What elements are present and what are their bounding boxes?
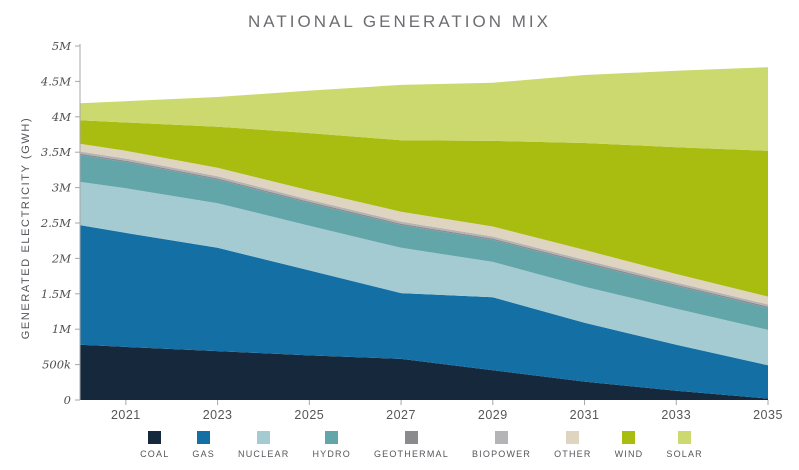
area-other — [80, 143, 768, 305]
legend-label: WIND — [614, 449, 644, 459]
x-tick-label: 2029 — [478, 408, 508, 422]
y-tick-label: 4M — [51, 110, 72, 124]
legend-swatch-hydro — [325, 431, 339, 444]
y-tick-label: 5M — [52, 39, 72, 53]
legend-item-biopower: BIOPOWER — [472, 431, 531, 459]
stacked-area-chart: 0 500k 1M 1.5M 2M 2.5M 3M 3.5M 4M 4.5M 5M 2021 2023 2… — [40, 39, 783, 422]
legend-label: HYDRO — [312, 449, 351, 459]
legend-swatch-solar — [678, 431, 692, 444]
y-tick-label: 3M — [52, 181, 72, 195]
legend-item-gas: GAS — [192, 431, 215, 459]
legend-swatch-nuclear — [257, 431, 271, 444]
y-tick-label: 0 — [64, 393, 71, 407]
legend-label: SOLAR — [666, 449, 703, 459]
legend-label: BIOPOWER — [471, 449, 532, 459]
legend-item-nuclear: NUCLEAR — [238, 431, 289, 459]
legend-item-other: OTHER — [554, 431, 592, 459]
x-tick-label: 2035 — [753, 408, 783, 422]
area-wind — [80, 120, 768, 297]
y-tick-label: 2.5M — [40, 216, 72, 230]
x-tick-label: 2033 — [661, 408, 691, 422]
legend-label: OTHER — [554, 449, 592, 459]
x-tick-label: 2027 — [386, 408, 416, 422]
legend-swatch-coal — [148, 431, 162, 444]
legend-label: NUCLEAR — [238, 449, 290, 459]
y-tick-label: 4.5M — [40, 74, 72, 88]
area-hydro — [80, 155, 768, 330]
y-tick-label: 2M — [51, 251, 72, 265]
y-tick-label: 3.5M — [41, 145, 72, 159]
y-tick-label: 500k — [42, 358, 71, 372]
area-gas — [80, 225, 768, 399]
legend-item-solar: SOLAR — [666, 431, 703, 459]
legend-label: GAS — [192, 449, 216, 459]
legend: COAL GAS NUCLEAR HYDRO GEOTHERMAL BIOPOWER OTH… — [0, 431, 799, 459]
x-tick-label: 2023 — [203, 408, 233, 422]
legend-swatch-wind — [622, 431, 636, 444]
x-tick-label: 2025 — [294, 408, 324, 422]
legend-swatch-gas — [197, 431, 211, 444]
y-tick-label: 1M — [52, 322, 72, 336]
area-solar — [80, 67, 768, 151]
legend-swatch-biopower — [495, 431, 509, 444]
y-tick-label: 1.5M — [41, 287, 72, 301]
legend-label: GEOTHERMAL — [373, 449, 449, 459]
legend-item-geothermal: GEOTHERMAL — [374, 431, 449, 459]
chart-title: NATIONAL GENERATION MIX — [248, 12, 551, 31]
legend-swatch-geothermal — [404, 431, 418, 444]
area-coal — [80, 344, 768, 400]
x-tick-label: 2031 — [570, 408, 600, 422]
x-tick-label: 2021 — [111, 408, 141, 422]
legend-item-coal: COAL — [140, 431, 169, 459]
legend-item-hydro: HYDRO — [312, 431, 351, 459]
legend-item-wind: WIND — [615, 431, 644, 459]
legend-swatch-other — [566, 431, 580, 444]
area-nuclear — [80, 181, 768, 366]
legend-label: COAL — [140, 449, 170, 459]
